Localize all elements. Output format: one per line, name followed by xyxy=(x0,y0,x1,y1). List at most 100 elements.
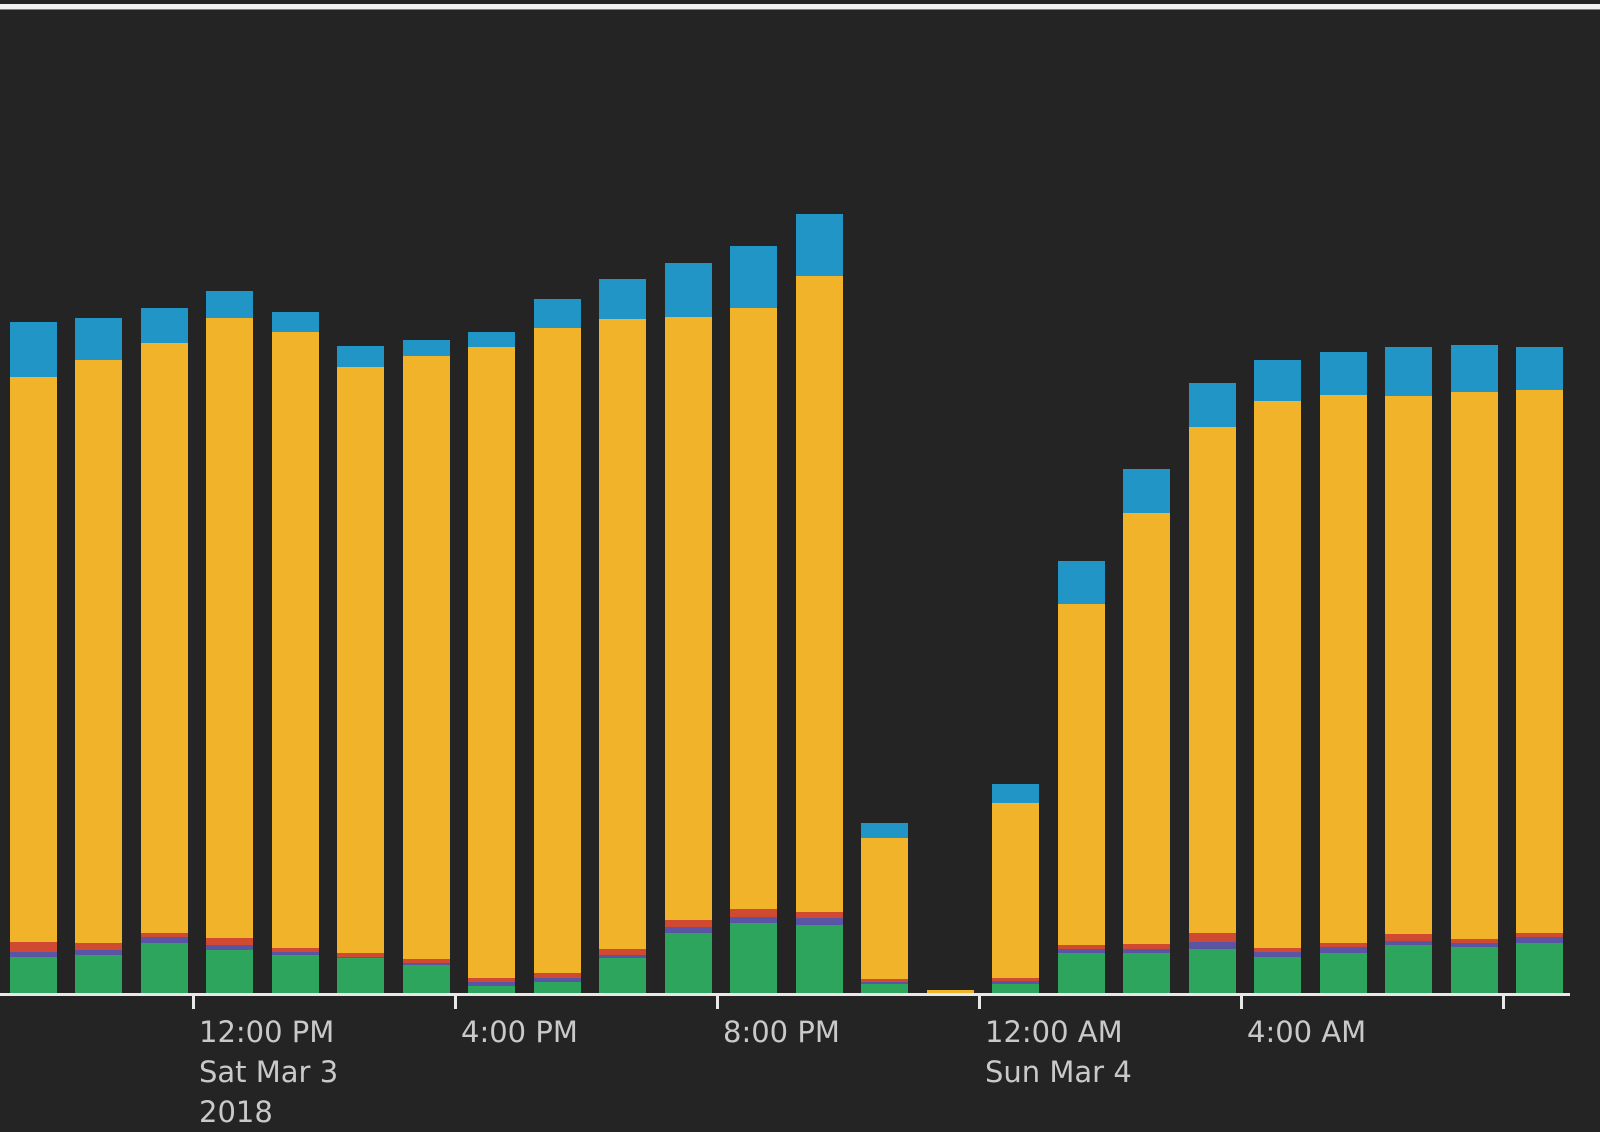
bar-segment-green[interactable] xyxy=(1451,947,1498,993)
bar-segment-green[interactable] xyxy=(206,950,253,993)
bar-segment-yellow[interactable] xyxy=(665,317,712,920)
bar[interactable] xyxy=(861,823,908,993)
bar-segment-yellow[interactable] xyxy=(927,990,974,993)
bar-segment-blue[interactable] xyxy=(796,214,843,276)
bar[interactable] xyxy=(1451,345,1498,993)
bar-segment-yellow[interactable] xyxy=(1516,390,1563,933)
bar-segment-blue[interactable] xyxy=(1058,561,1105,604)
bar[interactable] xyxy=(1320,352,1367,993)
bar-segment-blue[interactable] xyxy=(861,823,908,838)
bar-segment-green[interactable] xyxy=(75,955,122,993)
bar[interactable] xyxy=(665,263,712,993)
bar-segment-red[interactable] xyxy=(1189,933,1236,942)
bar-segment-blue[interactable] xyxy=(468,332,515,347)
bar[interactable] xyxy=(1058,561,1105,993)
bar-segment-purple[interactable] xyxy=(141,937,188,943)
bar[interactable] xyxy=(1123,469,1170,993)
bar[interactable] xyxy=(206,291,253,993)
bar-segment-red[interactable] xyxy=(1385,934,1432,941)
bar[interactable] xyxy=(272,312,319,993)
bar-segment-purple[interactable] xyxy=(665,927,712,933)
bar-segment-purple[interactable] xyxy=(534,978,581,982)
bar-segment-blue[interactable] xyxy=(206,291,253,318)
bar-segment-blue[interactable] xyxy=(272,312,319,332)
bar-segment-purple[interactable] xyxy=(75,950,122,955)
bar-segment-purple[interactable] xyxy=(337,957,384,958)
bar[interactable] xyxy=(1254,360,1301,993)
bar-segment-red[interactable] xyxy=(141,933,188,937)
bar-segment-blue[interactable] xyxy=(1516,347,1563,390)
bar-segment-red[interactable] xyxy=(75,943,122,950)
bar-segment-blue[interactable] xyxy=(534,299,581,328)
bar-segment-yellow[interactable] xyxy=(1254,401,1301,948)
bar[interactable] xyxy=(75,318,122,993)
bar-segment-yellow[interactable] xyxy=(468,347,515,978)
bar-segment-green[interactable] xyxy=(1254,957,1301,993)
bar-segment-yellow[interactable] xyxy=(1385,396,1432,934)
bar-segment-green[interactable] xyxy=(1058,953,1105,993)
bar-segment-yellow[interactable] xyxy=(272,332,319,948)
bar-segment-red[interactable] xyxy=(206,938,253,945)
bar-segment-yellow[interactable] xyxy=(403,356,450,959)
bar-segment-red[interactable] xyxy=(665,920,712,927)
bar-segment-green[interactable] xyxy=(1320,953,1367,993)
bar-segment-purple[interactable] xyxy=(1058,949,1105,953)
bar-segment-blue[interactable] xyxy=(730,246,777,308)
bar-segment-red[interactable] xyxy=(10,942,57,952)
bar[interactable] xyxy=(403,340,450,993)
bar-segment-purple[interactable] xyxy=(1254,952,1301,957)
bar[interactable] xyxy=(10,322,57,993)
bar-segment-red[interactable] xyxy=(1058,945,1105,949)
bar-segment-purple[interactable] xyxy=(403,963,450,965)
bar-segment-blue[interactable] xyxy=(992,784,1039,803)
bar-segment-blue[interactable] xyxy=(1254,360,1301,401)
bar-segment-yellow[interactable] xyxy=(1451,392,1498,939)
bar-segment-purple[interactable] xyxy=(730,917,777,923)
bar-segment-green[interactable] xyxy=(599,958,646,993)
bar-segment-green[interactable] xyxy=(665,933,712,993)
bar-segment-purple[interactable] xyxy=(796,918,843,925)
bar-segment-red[interactable] xyxy=(1320,943,1367,947)
bar-segment-green[interactable] xyxy=(992,984,1039,993)
bar-segment-red[interactable] xyxy=(796,912,843,918)
bar-segment-red[interactable] xyxy=(1516,933,1563,937)
bar-segment-green[interactable] xyxy=(141,943,188,993)
bar-segment-yellow[interactable] xyxy=(534,328,581,973)
bar-segment-purple[interactable] xyxy=(1385,941,1432,945)
bar-segment-red[interactable] xyxy=(599,949,646,955)
bar-segment-green[interactable] xyxy=(1385,945,1432,993)
bar-segment-purple[interactable] xyxy=(992,981,1039,984)
bar-segment-blue[interactable] xyxy=(1385,347,1432,396)
bar-segment-red[interactable] xyxy=(1123,944,1170,949)
bar-segment-red[interactable] xyxy=(534,973,581,978)
bar-segment-purple[interactable] xyxy=(272,952,319,955)
bar-segment-green[interactable] xyxy=(1123,953,1170,993)
bar-segment-blue[interactable] xyxy=(1320,352,1367,395)
bar-segment-red[interactable] xyxy=(337,953,384,957)
bar-segment-red[interactable] xyxy=(730,909,777,917)
bar-segment-yellow[interactable] xyxy=(992,803,1039,978)
bar-segment-blue[interactable] xyxy=(599,279,646,319)
bar-segment-purple[interactable] xyxy=(861,982,908,984)
bar-segment-green[interactable] xyxy=(10,957,57,993)
bar-segment-green[interactable] xyxy=(861,984,908,993)
bar-segment-red[interactable] xyxy=(861,979,908,982)
bar[interactable] xyxy=(992,784,1039,993)
bar-segment-green[interactable] xyxy=(272,955,319,993)
bar-segment-yellow[interactable] xyxy=(141,343,188,933)
bar-segment-blue[interactable] xyxy=(10,322,57,377)
bar-segment-yellow[interactable] xyxy=(75,360,122,943)
bar-segment-red[interactable] xyxy=(992,978,1039,981)
bar[interactable] xyxy=(599,279,646,993)
bar[interactable] xyxy=(1189,383,1236,993)
bar-segment-red[interactable] xyxy=(468,978,515,982)
bar-segment-purple[interactable] xyxy=(1516,937,1563,943)
bar-segment-yellow[interactable] xyxy=(599,319,646,949)
bar[interactable] xyxy=(468,332,515,993)
bar-segment-green[interactable] xyxy=(1516,943,1563,993)
bar[interactable] xyxy=(1516,347,1563,993)
bar-segment-blue[interactable] xyxy=(665,263,712,317)
bar-segment-red[interactable] xyxy=(272,948,319,952)
bar-segment-blue[interactable] xyxy=(337,346,384,367)
bar-segment-green[interactable] xyxy=(468,986,515,993)
